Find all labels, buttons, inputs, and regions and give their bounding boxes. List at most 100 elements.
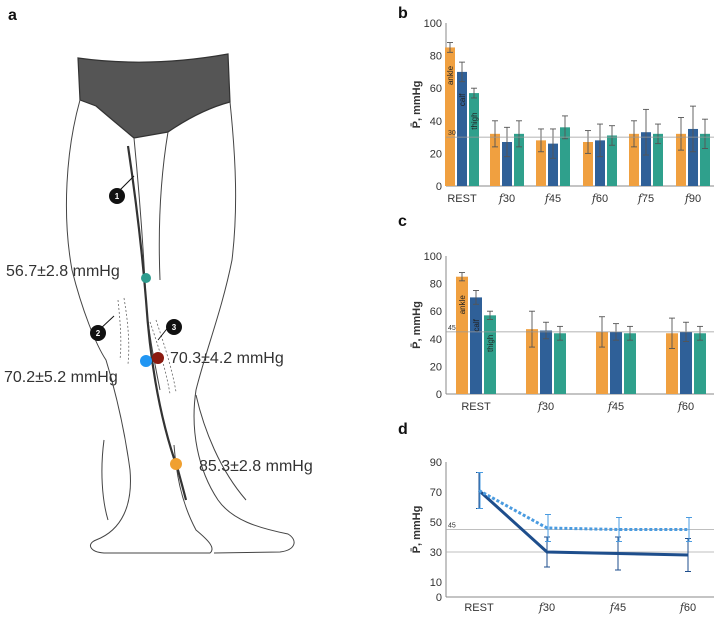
x-tick-label: f60 <box>591 192 608 205</box>
bar-label-calf: calf <box>458 93 467 106</box>
bar-thigh-f90 <box>700 133 710 186</box>
marker-2: 2 <box>90 325 106 341</box>
bar-label-calf: calf <box>472 318 481 331</box>
bar-ankle-REST <box>445 47 455 187</box>
x-tick-label: f30 <box>538 601 555 614</box>
sensor-ankle <box>170 458 182 470</box>
svg-text:2: 2 <box>96 329 101 338</box>
y-axis-label: P̄, mmHg <box>411 81 423 129</box>
panel-a-label: a <box>8 7 17 24</box>
y-axis-label: P̄, mmHg <box>411 506 423 554</box>
bar-calf-f45 <box>610 331 622 394</box>
panel-c-label: c <box>398 213 407 230</box>
y-tick-label: 30 <box>430 547 442 559</box>
reference-line-label: 30 <box>448 130 456 137</box>
bar-ankle-f30 <box>526 329 538 394</box>
y-tick-label: 0 <box>436 181 442 193</box>
y-tick-label: 60 <box>430 83 442 95</box>
bar-ankle-f60 <box>583 141 593 186</box>
y-tick-label: 20 <box>430 361 442 373</box>
calf-lateral-reading: 70.3±4.2 mmHg <box>170 350 284 367</box>
thigh-reading: 56.7±2.8 mmHg <box>6 263 120 280</box>
bar-calf-REST <box>457 71 467 186</box>
bar-ankle-f45 <box>536 140 546 186</box>
y-tick-label: 10 <box>430 577 442 589</box>
bar-calf-f60 <box>595 140 605 186</box>
compression-garment-line <box>126 145 188 501</box>
bar-thigh-f45 <box>624 333 636 394</box>
y-tick-label: 70 <box>430 487 442 499</box>
bar-calf-f60 <box>680 331 692 394</box>
bar-ankle-f30 <box>490 133 500 186</box>
x-tick-label: f30 <box>537 400 554 413</box>
bar-calf-REST <box>470 297 482 394</box>
ankle-reading: 85.3±2.8 mmHg <box>199 458 313 475</box>
y-tick-label: 80 <box>430 51 442 63</box>
bar-ankle-f75 <box>629 133 639 186</box>
line-series-dotted <box>478 489 688 531</box>
sensor-calf-lateral <box>152 352 164 364</box>
x-tick-label: f30 <box>498 192 515 205</box>
bar-thigh-f60 <box>694 333 706 394</box>
sensor-calf-medial <box>140 355 152 367</box>
bar-calf-f90 <box>688 128 698 186</box>
y-tick-label: 90 <box>430 457 442 469</box>
svg-text:3: 3 <box>172 323 177 332</box>
bar-thigh-REST <box>484 315 496 394</box>
bar-calf-f30 <box>502 141 512 186</box>
bar-calf-f30 <box>540 330 552 394</box>
x-tick-label: f60 <box>677 400 694 413</box>
bar-ankle-f90 <box>676 133 686 186</box>
bar-thigh-REST <box>469 93 479 186</box>
bar-thigh-f30 <box>514 133 524 186</box>
panel-b-label: b <box>398 5 408 22</box>
bar-thigh-f45 <box>560 127 570 186</box>
reference-line-label: 45 <box>448 523 456 530</box>
x-tick-label: f60 <box>679 601 696 614</box>
y-tick-label: 0 <box>436 592 442 604</box>
y-axis-label: P̄, mmHg <box>411 301 423 349</box>
leg-outline <box>65 99 295 554</box>
chart-d: 0 10 30 50 70 90 P̄, mmHg 45 REST f30 f45 f60 <box>411 457 714 614</box>
y-tick-label: 40 <box>430 116 442 128</box>
sensor-thigh <box>141 273 151 283</box>
bar-label-thigh: thigh <box>470 112 479 129</box>
x-tick-label: REST <box>464 602 494 614</box>
bar-thigh-f30 <box>554 333 566 394</box>
underwear-shape <box>77 53 231 139</box>
y-tick-label: 80 <box>430 279 442 291</box>
y-tick-label: 0 <box>436 389 442 401</box>
leg-illustration: 1 2 3 56.7±2.8 mmHg 70.2±5.2 mmHg 70.3±4… <box>4 53 313 554</box>
bar-ankle-REST <box>456 276 468 394</box>
bar-thigh-f75 <box>653 133 663 186</box>
panel-d-label: d <box>398 421 408 438</box>
marker-3: 3 <box>166 319 182 335</box>
chart-c: 0 20 40 60 80 100 P̄, mmHg ankle calf thigh REST f3… <box>411 251 714 413</box>
bar-calf-f75 <box>641 132 651 186</box>
bar-label-ankle: ankle <box>458 295 467 315</box>
line-series-solid <box>477 489 689 557</box>
y-tick-label: 60 <box>430 306 442 318</box>
x-tick-label: f45 <box>544 192 561 205</box>
bar-label-thigh: thigh <box>486 335 495 352</box>
bar-label-ankle: ankle <box>446 65 455 85</box>
y-tick-label: 100 <box>424 18 442 30</box>
x-tick-label: f90 <box>684 192 701 205</box>
bar-calf-f45 <box>548 143 558 186</box>
x-tick-label: REST <box>461 401 491 413</box>
svg-text:1: 1 <box>115 192 120 201</box>
reference-line-label: 45 <box>448 325 456 332</box>
x-tick-label: f45 <box>607 400 624 413</box>
y-tick-label: 50 <box>430 517 442 529</box>
y-tick-label: 40 <box>430 334 442 346</box>
x-tick-label: f45 <box>609 601 626 614</box>
calf-medial-reading: 70.2±5.2 mmHg <box>4 369 118 386</box>
marker-1: 1 <box>109 188 125 204</box>
x-tick-label: f75 <box>637 192 654 205</box>
y-tick-label: 20 <box>430 148 442 160</box>
bar-thigh-f60 <box>607 135 617 186</box>
y-tick-label: 100 <box>424 251 442 263</box>
x-tick-label: REST <box>447 193 477 205</box>
